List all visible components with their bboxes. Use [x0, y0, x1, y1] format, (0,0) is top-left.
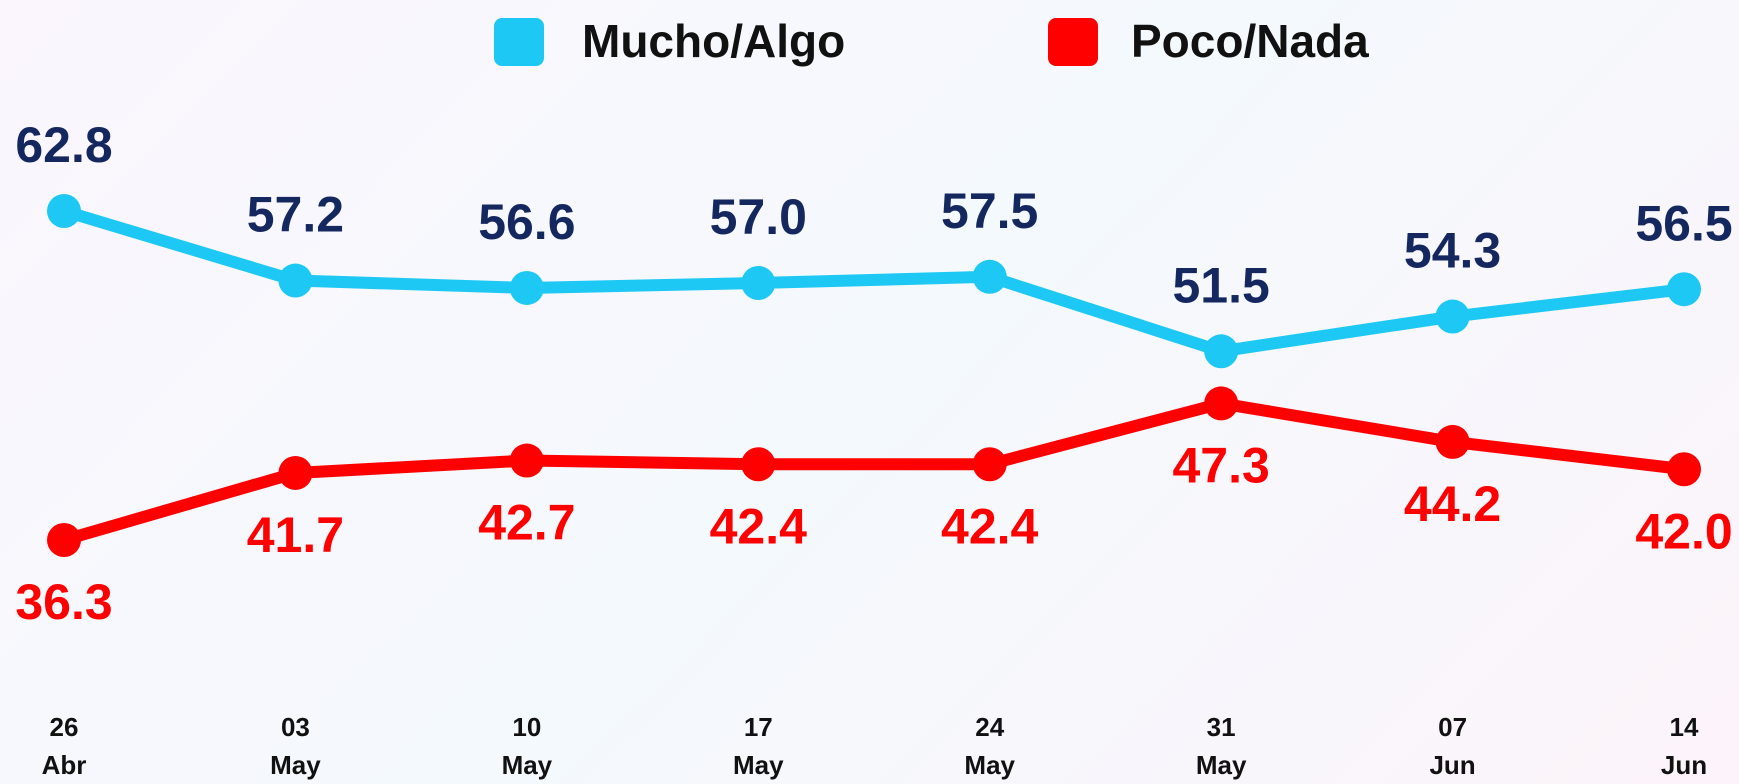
x-tick-label: 26 Abr: [42, 712, 87, 780]
data-label: 57.2: [247, 187, 344, 243]
data-point: [741, 447, 776, 482]
x-tick-label: 07 Jun: [1429, 712, 1475, 780]
data-label: 42.0: [1635, 503, 1732, 559]
legend-label: Poco/Nada: [1131, 15, 1369, 67]
x-tick-label-line: Abr: [42, 750, 87, 780]
data-label: 36.3: [15, 574, 112, 630]
data-point: [509, 270, 544, 305]
x-tick-label-line: May: [270, 750, 321, 780]
data-point: [1667, 452, 1701, 487]
series-line: [62, 205, 1685, 358]
x-tick-label-line: May: [1196, 750, 1247, 780]
x-tick-label: 17 May: [733, 712, 784, 780]
x-tick-label: 03 May: [270, 712, 321, 780]
x-tick-label-line: 26: [50, 712, 79, 742]
data-point: [972, 259, 1007, 294]
data-label: 54.3: [1404, 223, 1501, 279]
data-label: 57.5: [941, 183, 1038, 239]
data-point: [1204, 334, 1239, 369]
x-tick-label-line: 03: [281, 712, 310, 742]
x-tick-label: 31 May: [1196, 712, 1247, 780]
data-label: 56.6: [478, 194, 575, 250]
data-label: 57.0: [710, 189, 807, 245]
x-tick-label-line: Jun: [1661, 750, 1707, 780]
x-tick-label: 10 May: [502, 712, 553, 780]
x-tick-label-line: 07: [1438, 712, 1467, 742]
data-label: 41.7: [247, 507, 344, 563]
x-tick-label-line: 14: [1670, 712, 1699, 742]
data-point: [1435, 424, 1470, 459]
x-tick-label-line: 17: [744, 712, 773, 742]
x-tick-label-line: 31: [1207, 712, 1236, 742]
data-label: 42.4: [710, 498, 808, 554]
x-tick-label-line: 10: [512, 712, 541, 742]
x-tick-label-line: 24: [975, 712, 1004, 742]
x-tick-label: 24 May: [964, 712, 1015, 780]
data-point: [47, 194, 81, 228]
data-point: [278, 455, 313, 490]
x-tick-label-line: May: [502, 750, 553, 780]
data-point: [509, 443, 544, 478]
data-label: 56.5: [1635, 195, 1732, 251]
data-label: 44.2: [1404, 476, 1501, 532]
legend-swatch: [494, 18, 544, 66]
data-label: 62.8: [15, 117, 112, 173]
data-label: 51.5: [1172, 257, 1269, 313]
series-line: [62, 397, 1685, 546]
x-tick-label: 14 Jun: [1661, 712, 1707, 780]
x-tick-label-line: Jun: [1429, 750, 1475, 780]
data-label: 42.7: [478, 495, 575, 551]
data-point: [1667, 272, 1701, 307]
data-label: 47.3: [1172, 438, 1269, 494]
data-point: [47, 523, 81, 557]
data-point: [1204, 386, 1239, 421]
data-point: [278, 263, 313, 298]
x-tick-label-line: May: [733, 750, 784, 780]
legend-label: Mucho/Algo: [582, 15, 845, 67]
x-tick-label-line: May: [964, 750, 1015, 780]
data-point: [741, 266, 776, 301]
data-point: [972, 447, 1007, 482]
legend-swatch: [1048, 18, 1098, 66]
data-point: [1435, 299, 1470, 334]
data-label: 42.4: [941, 498, 1039, 554]
